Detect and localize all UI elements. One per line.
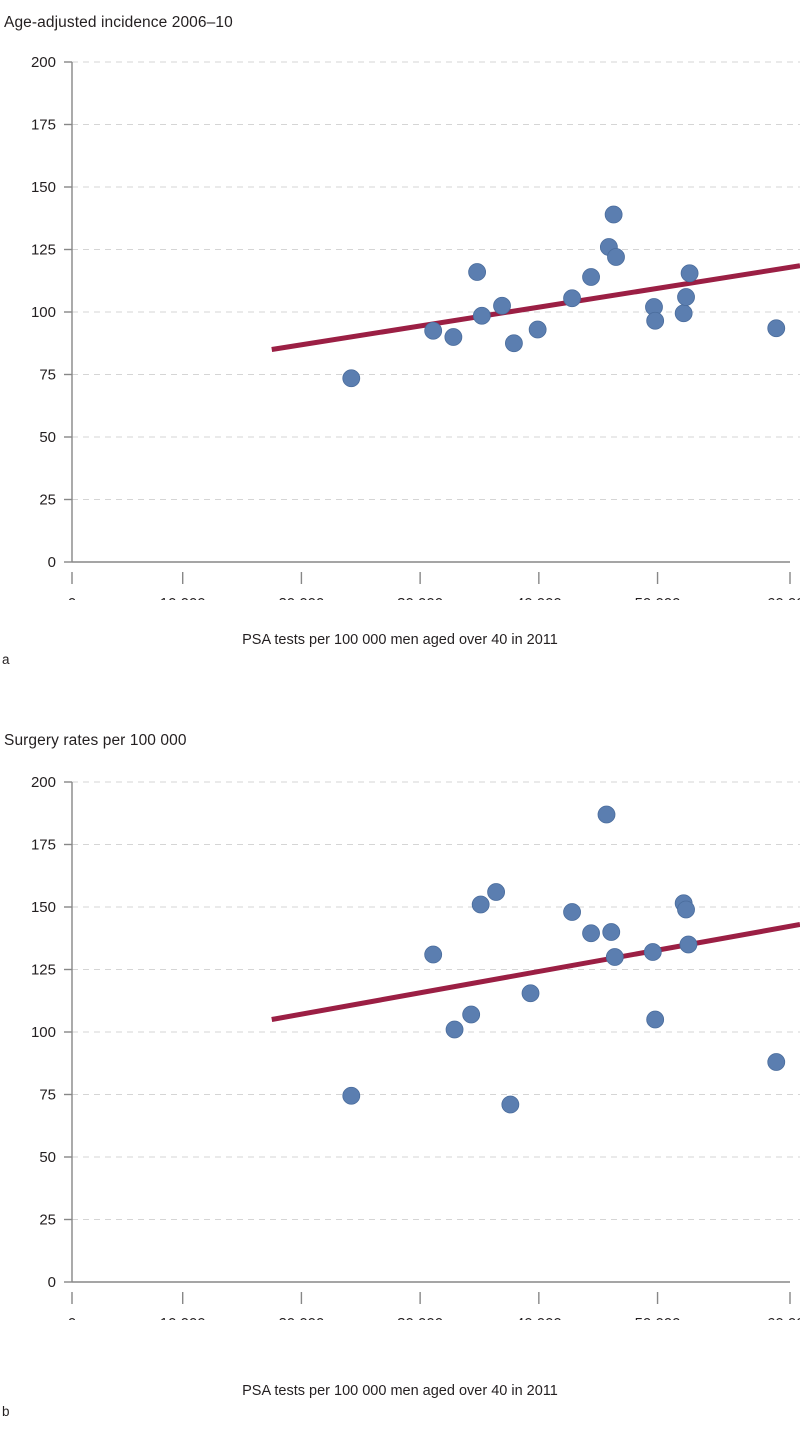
scatter-point — [607, 248, 625, 266]
y-tick-label: 25 — [39, 1211, 56, 1228]
x-tick-label: 10 000 — [160, 595, 206, 600]
scatter-point — [767, 319, 786, 338]
y-tick-label: 50 — [39, 429, 56, 446]
scatter-chart-b: 0 25 50 75 100 125 150 175 200 0 10 000 20 000 30 00… — [31, 774, 800, 1320]
scatter-point — [487, 883, 506, 901]
scatter-point — [677, 288, 695, 306]
y-tick-label: 150 — [31, 179, 56, 196]
y-axis-ticks: 0 25 50 75 100 125 150 175 200 — [31, 54, 72, 571]
y-tick-label: 50 — [39, 1149, 56, 1166]
panel-b-title: Surgery rates per 100 000 — [4, 732, 187, 749]
trend-line — [271, 922, 800, 1022]
y-tick-label: 0 — [48, 554, 56, 571]
x-tick-label: 30 000 — [397, 595, 443, 600]
y-tick-label: 75 — [39, 366, 56, 383]
x-tick-label: 0 — [68, 1315, 76, 1320]
y-tick-label: 100 — [31, 1024, 56, 1041]
scatter-point — [674, 304, 693, 323]
scatter-point — [582, 268, 600, 286]
scatter-point — [521, 984, 540, 1003]
x-tick-label: 20 000 — [278, 595, 324, 600]
x-axis-ticks: 0 10 000 20 000 30 000 40 000 50 000 60 000 — [68, 572, 800, 600]
scatter-point — [424, 945, 443, 964]
x-tick-label: 60 000 — [767, 1315, 800, 1320]
panel-b-letter: b — [2, 1404, 10, 1419]
scatter-point — [342, 369, 361, 388]
trend-line — [271, 263, 800, 352]
panel-a-title: Age-adjusted incidence 2006–10 — [4, 14, 233, 31]
y-tick-label: 100 — [31, 304, 56, 321]
scatter-point — [471, 895, 490, 914]
y-tick-label: 200 — [31, 774, 56, 791]
scatter-chart-a: 0 25 50 75 100 125 150 175 200 0 10 000 20 000 30 00… — [31, 54, 800, 600]
scatter-point — [342, 1086, 361, 1105]
scatter-point — [677, 900, 695, 919]
x-tick-label: 50 000 — [635, 1315, 681, 1320]
scatter-point — [597, 805, 616, 824]
y-axis-ticks: 0 25 50 75 100 125 150 175 200 — [31, 774, 72, 1291]
scatter-point — [462, 1005, 481, 1024]
panel-b: Surgery rates per 100 000 0 25 50 75 100 125 1… — [0, 720, 800, 1441]
y-tick-label: 75 — [39, 1086, 56, 1103]
scatter-point — [505, 334, 523, 353]
y-tick-label: 125 — [31, 241, 56, 258]
scatter-point — [501, 1095, 520, 1114]
panel-a-xlabel: PSA tests per 100 000 men aged over 40 i… — [242, 632, 558, 648]
x-tick-label: 40 000 — [516, 1315, 562, 1320]
y-tick-label: 175 — [31, 116, 56, 133]
scatter-point — [643, 943, 662, 961]
scatter-point — [445, 1020, 464, 1039]
x-tick-label: 40 000 — [516, 595, 562, 600]
x-axis-ticks: 0 10 000 20 000 30 000 40 000 50 000 60 000 — [68, 1292, 800, 1320]
panel-b-xlabel: PSA tests per 100 000 men aged over 40 i… — [242, 1383, 558, 1399]
scatter-point — [444, 328, 463, 346]
scatter-point — [646, 311, 665, 330]
y-tick-label: 150 — [31, 899, 56, 916]
scatter-point — [528, 320, 547, 339]
scatter-point — [605, 948, 624, 966]
data-points — [342, 205, 786, 388]
scatter-point — [563, 903, 581, 921]
scatter-point — [424, 321, 443, 340]
scatter-point — [468, 263, 487, 281]
scatter-point — [604, 205, 623, 224]
scatter-point — [602, 923, 621, 941]
panel-b-plot-area: 0 25 50 75 100 125 150 175 200 0 10 000 20 000 30 00… — [0, 720, 800, 1410]
panel-a-letter: a — [2, 652, 10, 667]
gridlines — [72, 781, 800, 1220]
panel-a-plot-area: 0 25 50 75 100 125 150 175 200 0 10 000 20 000 30 00… — [0, 0, 800, 690]
y-tick-label: 175 — [31, 836, 56, 853]
x-tick-label: 20 000 — [278, 1315, 324, 1320]
y-tick-label: 200 — [31, 54, 56, 71]
scatter-point — [646, 1010, 665, 1029]
scatter-point — [582, 924, 600, 943]
scatter-point — [767, 1053, 786, 1071]
scatter-point — [679, 935, 698, 954]
x-tick-label: 50 000 — [635, 595, 681, 600]
data-points — [342, 805, 786, 1114]
scatter-point — [680, 264, 699, 283]
x-tick-label: 0 — [68, 595, 76, 600]
x-tick-label: 30 000 — [397, 1315, 443, 1320]
scatter-point — [472, 306, 491, 325]
y-tick-label: 0 — [48, 1274, 56, 1291]
y-tick-label: 125 — [31, 961, 56, 978]
panel-a: Age-adjusted incidence 2006–10 0 25 50 75 10… — [0, 0, 800, 690]
scatter-point — [563, 289, 581, 308]
scatter-point — [493, 296, 511, 315]
x-tick-label: 60 000 — [767, 595, 800, 600]
y-tick-label: 25 — [39, 491, 56, 508]
x-tick-label: 10 000 — [160, 1315, 206, 1320]
